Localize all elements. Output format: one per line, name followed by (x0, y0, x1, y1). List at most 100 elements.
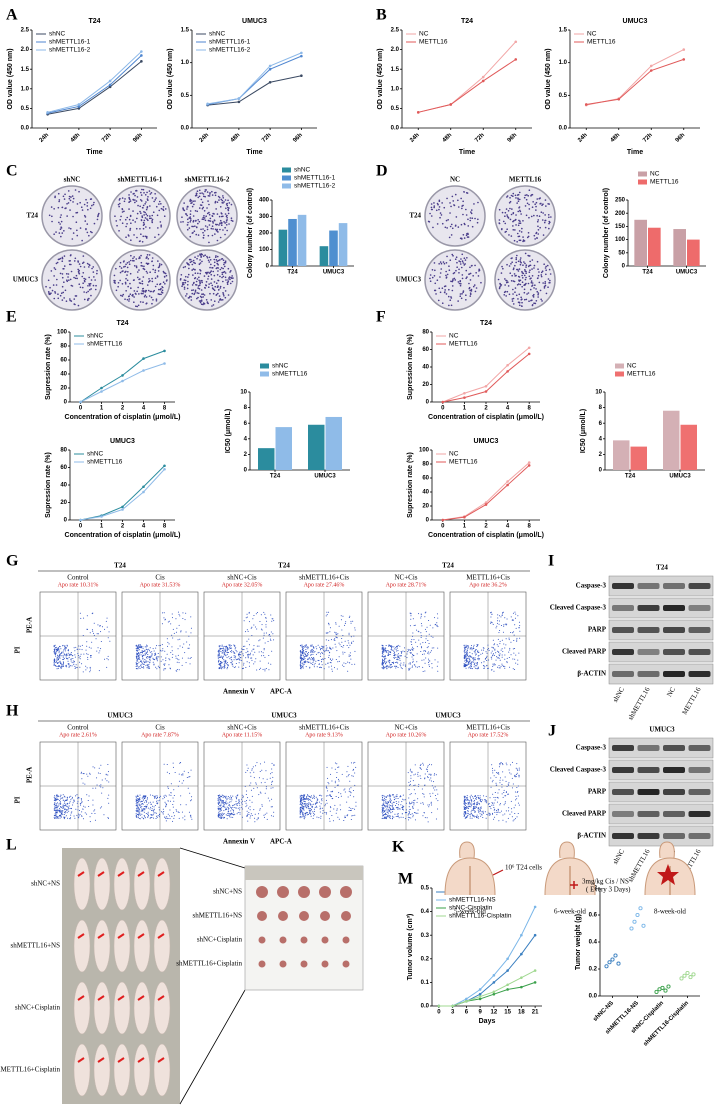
mouse (113, 857, 131, 911)
x-tick-label: 8 (528, 406, 532, 412)
y-tick-label: 0 (64, 400, 68, 406)
point (616, 961, 621, 966)
x-axis-label: Annexin V (223, 838, 255, 846)
line (80, 468, 165, 521)
tumor-mark (77, 995, 85, 1001)
tumor-star (657, 864, 679, 885)
y-tick-label: 4 (244, 436, 248, 442)
legend-swatch (638, 179, 647, 185)
legend-label: shNC (209, 31, 226, 38)
tumor-mark (77, 871, 85, 877)
point (527, 346, 531, 350)
bar (275, 427, 292, 470)
point (514, 40, 518, 44)
mouse (73, 857, 91, 911)
legend-label: NC (449, 333, 459, 340)
tumor-mark (117, 1057, 125, 1063)
x-tick-label: 4 (142, 524, 146, 530)
y-tick-label: 0.5 (181, 93, 190, 99)
point (142, 485, 145, 489)
point (506, 370, 509, 373)
y-tick-label: 20 (422, 504, 429, 510)
x-tick-label: 3 (451, 1010, 455, 1016)
line (418, 58, 517, 113)
y-tick-label: 0.1 (421, 980, 430, 986)
point (520, 976, 523, 979)
y-tick-label: 0.4 (589, 940, 598, 946)
point (617, 97, 621, 101)
protein-label: β-ACTIN (577, 670, 606, 678)
y-tick-label: 0.3 (421, 933, 430, 939)
x-tick-label: 96h (675, 132, 687, 144)
x-tick-label: shNC-NS (592, 1000, 615, 1023)
y-tick-label: 0.0 (559, 126, 568, 132)
x-tick-label: 1 (100, 524, 104, 530)
mouse (93, 1043, 111, 1097)
x-tick-label: 2 (121, 406, 125, 412)
point (441, 518, 445, 522)
x-tick-label: 4 (506, 406, 510, 412)
tumor-mark (137, 1057, 145, 1063)
y-tick-label: 2 (599, 452, 603, 458)
point (520, 985, 523, 989)
tumor-mark (157, 1057, 165, 1063)
legend-label: METTL16 (449, 341, 478, 348)
tumor-mark (157, 995, 165, 1001)
point (484, 501, 488, 504)
point (679, 976, 684, 981)
y-tick-label: 1.0 (21, 86, 30, 92)
group-label: shMETTL16+Cisplatin (176, 960, 242, 968)
tumor (341, 911, 351, 921)
group-label: shNC+Cisplatin (15, 1004, 61, 1012)
plot-label: NC+Cis (394, 574, 417, 582)
plate (41, 249, 103, 311)
bar (329, 230, 338, 266)
point (506, 483, 509, 487)
lane-label: shNC (611, 848, 626, 866)
tumor (320, 911, 330, 921)
y-tick-label: 4 (599, 436, 603, 442)
x-tick-label: 48h (230, 132, 242, 144)
point (163, 362, 166, 365)
tumor-mark (137, 871, 145, 877)
colonies (179, 253, 234, 307)
x-tick-label: 4 (142, 406, 146, 412)
bar (325, 416, 342, 470)
colonies (45, 254, 98, 307)
group-header: UMUC3 (435, 712, 461, 720)
point (300, 54, 303, 58)
x-tick-label: 2 (121, 524, 125, 530)
legend-label: shMETTL16 (87, 459, 123, 466)
events (53, 612, 111, 673)
legend-swatch (615, 371, 624, 377)
legend-label: shNC (272, 363, 289, 370)
row-label: T24 (409, 212, 421, 220)
point (514, 58, 518, 61)
legend-swatch (638, 171, 647, 177)
point (584, 103, 588, 106)
band (663, 811, 685, 817)
mouse (153, 857, 171, 911)
model-note: 10⁶ T24 cells (505, 864, 542, 872)
bar (338, 223, 348, 266)
tumor (257, 911, 267, 921)
blot-title: UMUC3 (649, 726, 675, 734)
plate (109, 185, 171, 247)
band (688, 745, 711, 751)
panel-label: J (548, 723, 556, 740)
blot-strip (608, 663, 714, 685)
tumor (342, 960, 350, 968)
column-label: shNC (64, 176, 81, 184)
legend-swatch (260, 371, 269, 377)
colonies (113, 254, 168, 308)
y-tick-label: 0 (599, 468, 603, 474)
point (649, 69, 653, 72)
tumor (279, 960, 287, 968)
plate (109, 249, 171, 311)
y-tick-label: 1.5 (391, 67, 400, 73)
panel-label: A (6, 7, 18, 24)
tumor (321, 960, 329, 968)
legend-swatch (260, 363, 269, 369)
legend-label: shMETTL16-2 (209, 47, 251, 54)
